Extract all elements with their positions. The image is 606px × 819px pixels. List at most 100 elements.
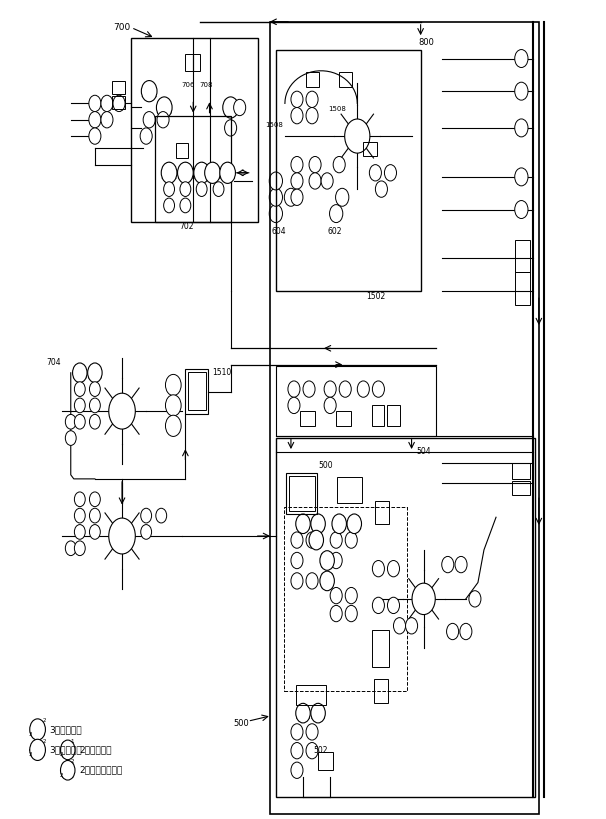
Text: 2: 2 <box>60 753 64 758</box>
Bar <box>131 38 258 222</box>
Circle shape <box>514 119 528 137</box>
Bar <box>276 438 535 797</box>
Circle shape <box>90 398 101 413</box>
Circle shape <box>225 120 237 136</box>
Circle shape <box>30 719 45 740</box>
Circle shape <box>330 205 343 223</box>
Circle shape <box>90 492 101 507</box>
Circle shape <box>291 572 303 589</box>
Text: 500: 500 <box>234 719 250 728</box>
Circle shape <box>164 198 175 213</box>
Bar <box>176 143 188 158</box>
Circle shape <box>369 165 381 181</box>
Circle shape <box>321 173 333 189</box>
Text: 3方向高圧弁: 3方向高圧弁 <box>50 745 82 754</box>
Text: 2方向可変弁: 2方向可変弁 <box>80 745 112 754</box>
Circle shape <box>89 128 101 144</box>
Bar <box>300 411 315 426</box>
Bar <box>188 372 206 410</box>
Bar <box>512 481 530 495</box>
Circle shape <box>194 162 210 183</box>
Circle shape <box>213 182 224 197</box>
Text: 500: 500 <box>318 460 333 469</box>
Text: 2方向バイナリ弁: 2方向バイナリ弁 <box>80 766 123 775</box>
Text: 1510: 1510 <box>213 369 231 378</box>
Circle shape <box>90 414 101 429</box>
Circle shape <box>336 188 349 206</box>
Circle shape <box>75 509 85 523</box>
Circle shape <box>223 97 238 118</box>
Circle shape <box>90 509 101 523</box>
Circle shape <box>30 740 45 761</box>
Circle shape <box>157 111 169 128</box>
Circle shape <box>303 381 315 397</box>
Circle shape <box>288 397 300 414</box>
Circle shape <box>514 201 528 219</box>
Bar <box>339 72 353 87</box>
Circle shape <box>75 382 85 396</box>
Bar <box>286 473 318 514</box>
Circle shape <box>320 550 335 570</box>
Circle shape <box>291 724 303 740</box>
Circle shape <box>180 182 191 197</box>
Circle shape <box>291 189 303 206</box>
Bar <box>284 508 407 691</box>
Circle shape <box>291 762 303 778</box>
Circle shape <box>89 111 101 128</box>
Circle shape <box>61 740 75 760</box>
Text: 1: 1 <box>71 739 75 744</box>
Circle shape <box>269 172 282 190</box>
Bar <box>373 679 388 704</box>
Circle shape <box>291 91 303 107</box>
Circle shape <box>442 556 454 572</box>
Circle shape <box>141 80 157 102</box>
Bar <box>276 50 421 291</box>
Text: 602: 602 <box>327 227 342 236</box>
Text: 502: 502 <box>314 746 328 755</box>
Circle shape <box>156 509 167 523</box>
Text: 706: 706 <box>181 82 195 88</box>
Circle shape <box>460 623 472 640</box>
Bar <box>270 22 539 813</box>
Circle shape <box>165 395 181 416</box>
Bar <box>515 240 530 273</box>
Circle shape <box>196 182 207 197</box>
Text: 604: 604 <box>271 227 286 236</box>
Circle shape <box>306 107 318 124</box>
Bar <box>112 96 125 109</box>
Text: 700: 700 <box>113 23 130 32</box>
Circle shape <box>65 541 76 555</box>
Circle shape <box>330 552 342 568</box>
Circle shape <box>108 393 135 429</box>
Text: 504: 504 <box>416 447 431 456</box>
Circle shape <box>514 82 528 100</box>
Bar <box>336 411 351 426</box>
Circle shape <box>75 398 85 413</box>
Bar <box>185 369 208 414</box>
Circle shape <box>65 414 76 429</box>
Text: 2: 2 <box>42 739 46 744</box>
Circle shape <box>320 571 335 590</box>
Circle shape <box>291 173 303 189</box>
Text: 1508: 1508 <box>265 123 284 129</box>
Text: 1508: 1508 <box>328 106 346 112</box>
Bar <box>364 142 376 156</box>
Circle shape <box>345 119 370 153</box>
Circle shape <box>332 514 347 533</box>
Circle shape <box>156 97 172 118</box>
Circle shape <box>205 162 221 183</box>
Text: 3方向低圧弁: 3方向低圧弁 <box>50 725 82 734</box>
Circle shape <box>73 363 87 382</box>
Text: 3: 3 <box>28 732 32 737</box>
Circle shape <box>330 605 342 622</box>
Circle shape <box>455 556 467 572</box>
Circle shape <box>291 532 303 548</box>
Circle shape <box>178 162 193 183</box>
Circle shape <box>309 173 321 189</box>
Circle shape <box>165 415 181 437</box>
Circle shape <box>89 95 101 111</box>
Circle shape <box>514 168 528 186</box>
Circle shape <box>514 49 528 67</box>
Circle shape <box>143 111 155 128</box>
Circle shape <box>113 95 125 111</box>
